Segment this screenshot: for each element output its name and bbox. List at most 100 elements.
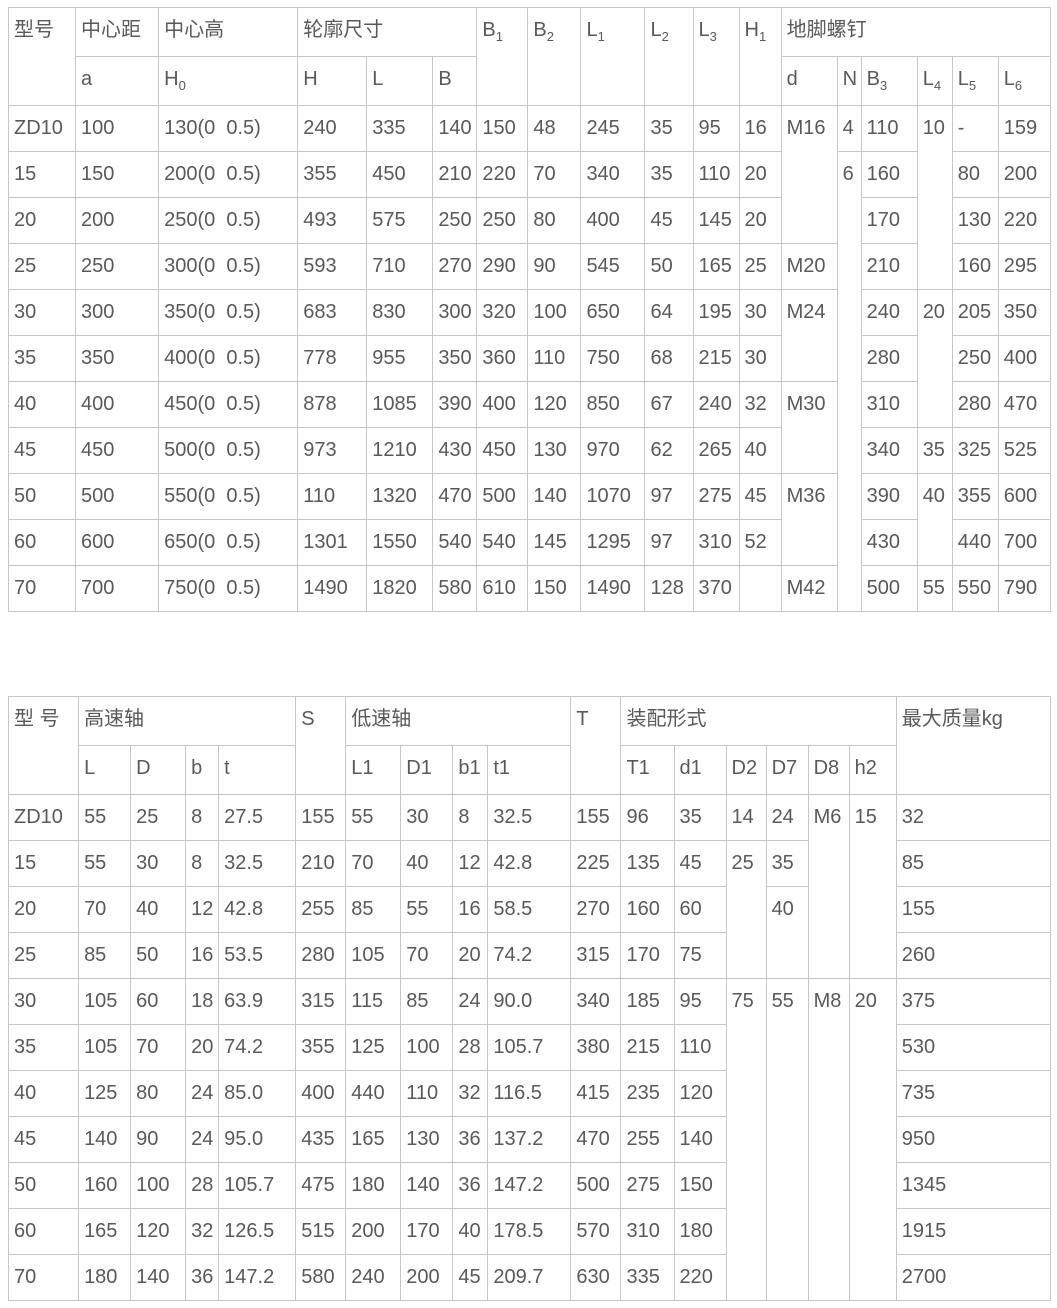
cell: M6 xyxy=(807,794,850,979)
table-row: 20 200 250(0 0.5) 493 575 250 250 80 400 45 145 20 1… xyxy=(7,197,1052,244)
cell: 710 xyxy=(366,243,434,290)
cell: 55 xyxy=(78,794,132,841)
cell: 1070 xyxy=(580,473,646,520)
cell: M20 xyxy=(780,243,838,290)
cell: 355 xyxy=(297,151,368,198)
cell: 683 xyxy=(297,289,368,336)
cell: 45 xyxy=(644,197,694,244)
cell: 340 xyxy=(570,978,622,1025)
cell: 74.2 xyxy=(487,932,572,979)
cell xyxy=(738,565,782,612)
header-cell: T1 xyxy=(620,745,675,795)
cell: 360 xyxy=(476,335,529,382)
cell: 973 xyxy=(297,427,368,474)
header-cell: N xyxy=(836,56,862,106)
cell: 30 xyxy=(130,840,187,887)
cell: 20 xyxy=(738,197,782,244)
cell: 36 xyxy=(452,1116,489,1163)
cell: 335 xyxy=(366,105,434,152)
cell: 105.7 xyxy=(218,1162,297,1209)
cell: 137.2 xyxy=(487,1116,572,1163)
cell: 28 xyxy=(185,1162,220,1209)
cell: 90.0 xyxy=(487,978,572,1025)
cell: 50 xyxy=(7,473,77,520)
cell: 180 xyxy=(673,1208,727,1255)
cell: 100 xyxy=(527,289,582,336)
cell: 610 xyxy=(476,565,529,612)
cell: 55 xyxy=(400,886,454,933)
table-row: 30 105 60 18 63.9 315 115 85 24 90.0 340 185 95 75 55 M… xyxy=(7,978,1052,1301)
cell: 45 xyxy=(7,1116,80,1163)
table-row: 45 450 500(0 0.5) 973 1210 430 450 130 970 62 265 4… xyxy=(7,427,1052,474)
cell: 430 xyxy=(860,519,918,566)
table-row: 45 140 90 24 95.0 435 165 130 36 137.2 470 255 140 95… xyxy=(7,1116,1052,1163)
cell: 55 xyxy=(78,840,132,887)
cell: 32 xyxy=(738,381,782,428)
cell: 159 xyxy=(997,105,1052,152)
cell: 150 xyxy=(527,565,582,612)
cell: 32 xyxy=(895,794,1052,841)
cell: 120 xyxy=(527,381,582,428)
cell: 525 xyxy=(997,427,1052,474)
cell: 593 xyxy=(297,243,368,290)
cell: 24 xyxy=(185,1116,220,1163)
cell: 240 xyxy=(297,105,368,152)
header-cell: 最大质量kg xyxy=(895,696,1052,795)
cell: 97 xyxy=(644,473,694,520)
cell: 40 xyxy=(400,840,454,887)
table-row: 25 250 300(0 0.5) 593 710 270 290 90 545 50 165 25 M… xyxy=(7,243,1052,290)
cell: M30 xyxy=(780,381,838,474)
cell: 220 xyxy=(673,1254,727,1301)
cell: 42.8 xyxy=(218,886,297,933)
cell: 165 xyxy=(345,1116,402,1163)
cell: 20 xyxy=(916,289,953,428)
cell: 235 xyxy=(620,1070,675,1117)
cell: 147.2 xyxy=(487,1162,572,1209)
cell: 14 xyxy=(725,794,767,841)
cell: 60 xyxy=(130,978,187,1025)
cell: 280 xyxy=(295,932,347,979)
cell: 210 xyxy=(860,243,918,290)
cell: 1301 xyxy=(297,519,368,566)
cell: 530 xyxy=(895,1024,1052,1071)
cell: 80 xyxy=(130,1070,187,1117)
cell: 955 xyxy=(366,335,434,382)
cell: 70 xyxy=(7,565,77,612)
header-cell: h2 xyxy=(848,745,897,795)
cell: 140 xyxy=(432,105,478,152)
cell: 145 xyxy=(692,197,740,244)
cell: 28 xyxy=(452,1024,489,1071)
cell: 220 xyxy=(997,197,1052,244)
cell: 430 xyxy=(432,427,478,474)
cell: 4 xyxy=(836,105,862,152)
cell: 790 xyxy=(997,565,1052,612)
cell: 95 xyxy=(673,978,727,1025)
cell: 25 xyxy=(130,794,187,841)
cell: 220 xyxy=(476,151,529,198)
cell: 250 xyxy=(75,243,160,290)
cell: 155 xyxy=(295,794,347,841)
cell: 45 xyxy=(452,1254,489,1301)
header-cell: S xyxy=(295,696,347,795)
cell: 160 xyxy=(620,886,675,933)
cell: 63.9 xyxy=(218,978,297,1025)
cell: 170 xyxy=(860,197,918,244)
cell: 105 xyxy=(78,1024,132,1071)
cell: 1915 xyxy=(895,1208,1052,1255)
table-row: 40 400 450(0 0.5) 878 1085 390 400 120 850 67 240 3… xyxy=(7,381,1052,474)
cell: 27.5 xyxy=(218,794,297,841)
header-cell: B2 xyxy=(527,7,582,106)
cell: 295 xyxy=(997,243,1052,290)
cell: 500 xyxy=(75,473,160,520)
cell: 1210 xyxy=(366,427,434,474)
cell: 40 xyxy=(130,886,187,933)
cell: 250 xyxy=(476,197,529,244)
cell: 650 xyxy=(580,289,646,336)
cell: 100 xyxy=(75,105,160,152)
cell: 970 xyxy=(580,427,646,474)
cell: 30 xyxy=(7,289,77,336)
cell: 110 xyxy=(297,473,368,520)
cell: 255 xyxy=(620,1116,675,1163)
cell: 30 xyxy=(400,794,454,841)
